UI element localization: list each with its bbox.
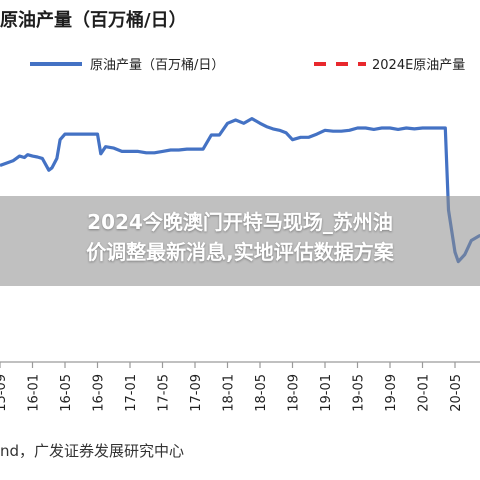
x-tick-label: 16-09 xyxy=(92,374,107,412)
banner-line-1: 2024今晚澳门开特马现场_苏州油 xyxy=(87,210,393,234)
legend-label-forecast: 2024E原油产量 xyxy=(372,58,465,73)
watermark-banner xyxy=(0,196,480,286)
x-tick-label: 20-01 xyxy=(417,374,432,412)
source-note: nd，广发证券发展研究中心 xyxy=(0,442,185,460)
banner-line-2: 价调整最新消息,实地评估数据方案 xyxy=(86,240,394,264)
x-tick-label: 15-09 xyxy=(0,374,9,412)
x-tick-label: 16-05 xyxy=(59,374,74,412)
x-tick-label: 19-09 xyxy=(384,374,399,412)
chart-title: 原油产量（百万桶/日） xyxy=(0,10,187,31)
x-tick-label: 17-09 xyxy=(189,374,204,412)
x-tick-label: 19-01 xyxy=(319,374,334,412)
x-tick-label: 18-09 xyxy=(287,374,302,412)
x-tick-label: 20-05 xyxy=(449,374,464,412)
series-line-0 xyxy=(0,116,480,264)
x-tick-label: 16-01 xyxy=(27,374,42,412)
x-tick-label: 19-05 xyxy=(352,374,367,412)
legend: 原油产量（百万桶/日） 2024E原油产量 xyxy=(30,58,465,73)
x-axis-ticks: 15-09 16-01 16-05 16-09 17-01 17-05 17-09 18-01… xyxy=(0,362,464,412)
x-tick-label: 18-05 xyxy=(254,374,269,412)
x-tick-label: 17-05 xyxy=(157,374,172,412)
x-tick-label: 18-01 xyxy=(222,374,237,412)
series-layer xyxy=(0,116,480,264)
legend-label-production: 原油产量（百万桶/日） xyxy=(90,58,224,73)
x-tick-label: 17-01 xyxy=(124,374,139,412)
